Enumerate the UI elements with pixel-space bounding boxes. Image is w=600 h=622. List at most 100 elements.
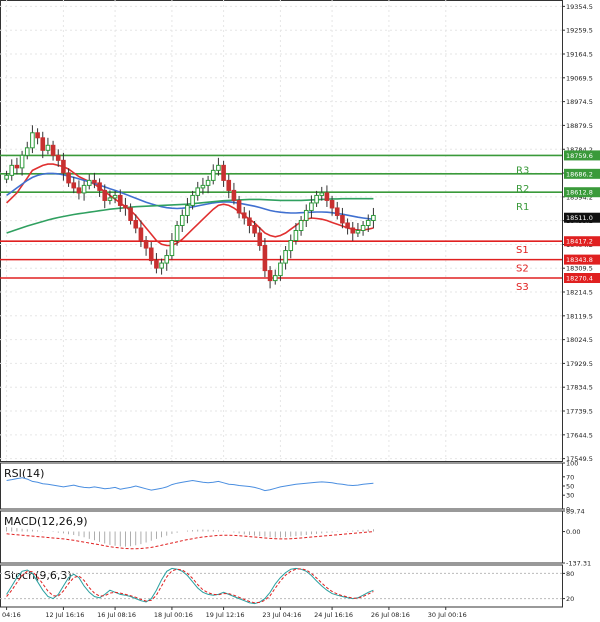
candle-body: [71, 182, 77, 189]
level-price-badge-bg: [564, 168, 600, 179]
indicator-tick-label: 80: [566, 570, 574, 578]
time-tick-label: 30 Jul 00:16: [428, 611, 467, 619]
candle-body: [334, 207, 340, 216]
level-price-badge-bg: [564, 254, 600, 265]
candle-body: [371, 214, 376, 221]
level-price-badge: 18686.2: [566, 170, 593, 178]
candle-body: [164, 255, 170, 264]
level-price-badge: 18343.8: [566, 256, 593, 264]
price-tick-label: 19164.5: [566, 50, 593, 58]
price-tick-label: 18974.5: [566, 98, 593, 106]
level-price-badge-bg: [564, 187, 600, 198]
price-tick-label: 18119.5: [566, 312, 593, 320]
candle-body: [169, 240, 175, 257]
candle-body: [45, 144, 51, 151]
candle-body: [30, 132, 35, 149]
candle-body: [107, 197, 113, 201]
candle-body: [174, 224, 180, 242]
candle-body: [179, 214, 185, 226]
candle-body: [293, 230, 299, 242]
level-price-badge-bg: [564, 150, 600, 161]
level-price-badge: 18270.4: [566, 275, 593, 283]
candle-body: [159, 262, 164, 269]
level-price-badge: 18612.8: [566, 189, 593, 197]
candle-body: [360, 224, 366, 232]
level-price-badge-bg: [564, 236, 600, 247]
candle-body: [283, 250, 288, 264]
candle-body: [278, 262, 283, 277]
candle-body: [236, 199, 242, 214]
stoch-panel: 80 20 Stoch(9,6,3): [0, 564, 574, 608]
candle-body: [40, 137, 46, 151]
main-price-panel: 19354.5 19259.5 19164.5 19069.5 18974.5 18879…: [0, 0, 600, 463]
time-tick-label: 04:16: [2, 611, 21, 619]
candle-body: [35, 132, 40, 139]
candle-body: [55, 154, 61, 161]
level-label-s2: S2: [516, 264, 529, 275]
candle-body: [205, 179, 211, 186]
time-tick-label: 26 Jul 08:16: [371, 611, 410, 619]
price-tick-label: 17549.5: [566, 455, 593, 463]
candle-body: [262, 245, 268, 272]
candle-body: [210, 169, 216, 181]
time-tick-label: 24 Jul 16:16: [314, 611, 353, 619]
candle-body: [128, 207, 133, 221]
candle-body: [86, 179, 92, 186]
candle-body: [123, 204, 128, 209]
indicator-tick-label: -137.31: [566, 560, 591, 568]
candle-body: [345, 222, 350, 229]
level-label-r3: R3: [516, 165, 529, 176]
candle-body: [298, 219, 304, 231]
indicator-tick-label: 30: [566, 492, 574, 500]
price-tick-label: 18879.5: [566, 122, 593, 130]
candle-body: [221, 164, 226, 181]
candle-body: [288, 240, 294, 252]
level-price-badge-bg: [564, 273, 600, 284]
candle-body: [190, 194, 195, 206]
indicator-tick-label: 100: [566, 460, 578, 468]
candle-body: [4, 174, 9, 180]
indicator-tick-label: 70: [566, 473, 574, 481]
time-tick-label: 23 Jul 04:16: [262, 611, 301, 619]
time-axis: 04:16 12 Jul 16:16 16 Jul 08:16 18 Jul 00:1…: [2, 607, 467, 619]
price-tick-label: 17929.5: [566, 360, 593, 368]
candle-body: [185, 204, 190, 216]
candle-body: [340, 214, 345, 224]
candle-body: [19, 154, 25, 169]
candle-body: [272, 275, 278, 282]
candle-body: [309, 202, 314, 211]
candle-body: [231, 189, 237, 201]
time-tick-label: 12 Jul 16:16: [45, 611, 84, 619]
time-tick-label: 18 Jul 00:16: [154, 611, 193, 619]
indicator-frame: [0, 564, 563, 608]
price-tick-label: 17644.5: [566, 431, 593, 439]
candle-body: [324, 192, 330, 201]
price-tick-label: 18309.5: [566, 265, 593, 273]
candle-body: [154, 260, 159, 269]
candle-body: [216, 164, 221, 171]
time-tick-label: 19 Jul 12:16: [206, 611, 245, 619]
indicator-tick-label: 0: [566, 506, 570, 514]
macd-panel: 89.74 0.00 -137.31 MACD(12,26,9): [0, 508, 591, 568]
level-price-badge: 18759.6: [566, 152, 593, 160]
indicator-title: RSI(14): [4, 467, 44, 480]
candle-body: [365, 219, 371, 226]
indicator-frame: [0, 462, 563, 510]
candle-body: [241, 212, 247, 219]
candle-body: [50, 144, 56, 156]
indicator-title: MACD(12,26,9): [4, 515, 88, 528]
stoch-k-line: [6, 567, 374, 605]
candle-body: [319, 192, 325, 196]
candle-body: [355, 230, 361, 234]
price-tick-label: 18214.5: [566, 289, 593, 297]
candle-body: [267, 270, 273, 282]
indicator-tick-label: 0.00: [566, 528, 580, 536]
indicator-tick-label: 20: [566, 595, 574, 603]
candle-body: [257, 232, 263, 247]
candle-body: [97, 182, 102, 191]
level-label-s3: S3: [516, 282, 529, 293]
current-price-badge-bg: [564, 212, 600, 223]
price-tick-label: 17739.5: [566, 408, 593, 416]
